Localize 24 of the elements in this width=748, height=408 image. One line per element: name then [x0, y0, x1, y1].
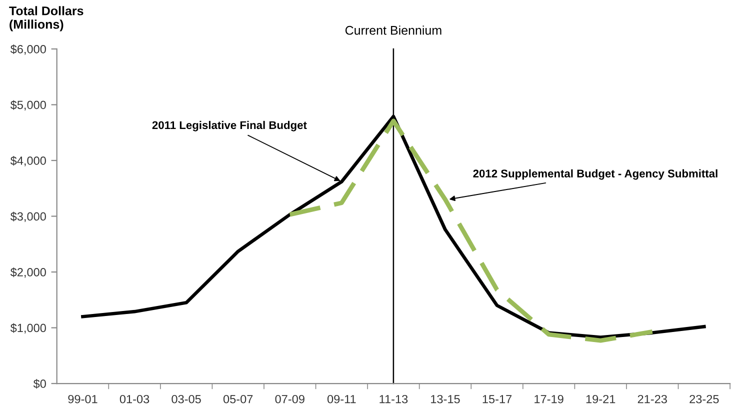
- x-tick-label: 17-19: [534, 394, 564, 404]
- ref-line-label: Current Biennium: [345, 26, 442, 35]
- x-tick-label: 01-03: [120, 394, 150, 404]
- x-tick-label: 15-17: [482, 395, 512, 404]
- x-tick-label: 13-15: [431, 394, 460, 404]
- x-tick-label: 11-13: [380, 394, 408, 404]
- y-tick-label: $2,000: [10, 268, 46, 278]
- x-tick-label: 07-09: [275, 394, 304, 404]
- x-tick-label: 23-25: [690, 394, 719, 404]
- y-tick-label: $4,000: [10, 156, 46, 166]
- x-tick-label: 19-21: [586, 394, 616, 404]
- y-tick-label: $3,000: [10, 212, 46, 222]
- y-tick-label: $5,000: [10, 100, 46, 111]
- x-tick-label: 09-11: [327, 394, 356, 404]
- x-tick-label: 99-01: [68, 394, 98, 404]
- annotation: 2011 Legislative Final Budget: [152, 120, 307, 132]
- y-tick-label: $1,000: [10, 323, 46, 334]
- y-axis-title: Total Dollars (Millions): [9, 6, 84, 32]
- x-tick-label: 03-05: [172, 394, 201, 404]
- annotation: 2012 Supplemental Budget - Agency Submittal: [473, 169, 718, 180]
- y-tick-label: $0: [33, 379, 46, 389]
- x-tick-label: 21-23: [638, 394, 667, 404]
- x-tick-label: 05-07: [223, 394, 253, 404]
- y-tick-label: $6,000: [10, 44, 46, 55]
